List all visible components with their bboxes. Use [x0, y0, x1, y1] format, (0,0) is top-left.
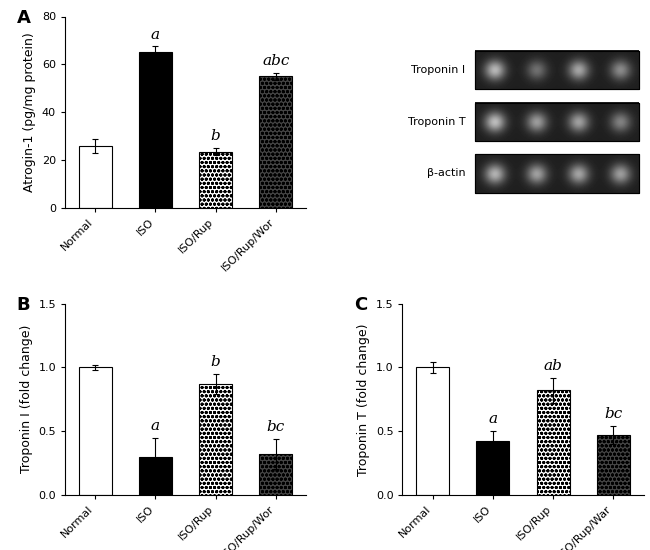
Text: bc: bc [266, 420, 285, 434]
Text: b: b [211, 355, 220, 369]
Text: Troponin T: Troponin T [408, 117, 465, 126]
Y-axis label: Troponin T (fold change): Troponin T (fold change) [358, 323, 370, 476]
Bar [199, 152, 232, 208]
FancyBboxPatch shape [474, 51, 639, 89]
Text: a: a [151, 419, 160, 433]
Bar [79, 146, 112, 208]
FancyBboxPatch shape [474, 155, 639, 192]
Bar [474, 155, 639, 192]
Bar [259, 454, 292, 495]
Text: b: b [211, 129, 220, 144]
Bar [474, 103, 639, 141]
Y-axis label: Troponin I (fold change): Troponin I (fold change) [20, 325, 32, 474]
Y-axis label: Atrogin-1 (pg/mg protein): Atrogin-1 (pg/mg protein) [23, 32, 36, 192]
Bar [139, 456, 172, 495]
Text: C: C [354, 296, 367, 314]
Text: abc: abc [262, 54, 290, 68]
Bar [476, 442, 510, 495]
Bar [139, 52, 172, 208]
Bar [536, 390, 569, 495]
Bar [474, 51, 639, 89]
Text: A: A [17, 9, 31, 27]
FancyBboxPatch shape [474, 103, 639, 141]
Text: bc: bc [604, 408, 623, 421]
Bar [597, 435, 630, 495]
Text: a: a [151, 28, 160, 42]
Bar [79, 367, 112, 495]
Bar [416, 367, 449, 495]
Bar [199, 384, 232, 495]
Text: B: B [17, 296, 31, 314]
Text: a: a [488, 412, 497, 426]
Text: β-actin: β-actin [426, 168, 465, 178]
Text: ab: ab [543, 359, 562, 373]
Bar [259, 76, 292, 208]
Text: Troponin I: Troponin I [411, 65, 465, 75]
